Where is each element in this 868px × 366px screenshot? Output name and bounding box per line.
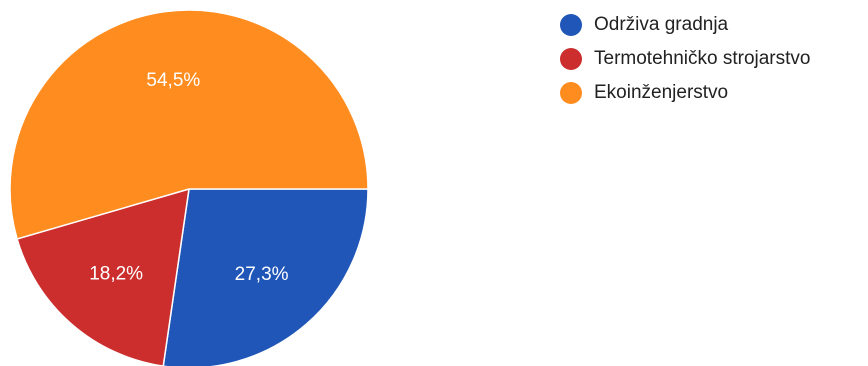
- legend-item: Termotehničko strojarstvo: [560, 42, 810, 76]
- legend-swatch: [560, 14, 582, 36]
- legend-item: Održiva gradnja: [560, 8, 810, 42]
- pie-value-labels: 27,3% 18,2% 54,5%: [89, 70, 288, 285]
- legend-item: Ekoinženjerstvo: [560, 76, 810, 110]
- legend-label: Ekoinženjerstvo: [594, 82, 729, 103]
- pie-slice-2: [16, 187, 190, 366]
- pie-value-label-3: 54,5%: [146, 70, 200, 91]
- legend-swatch: [560, 48, 582, 70]
- legend-swatch: [560, 82, 582, 104]
- pie-slice-3: [9, 9, 369, 240]
- legend-label: Održiva gradnja: [594, 14, 729, 35]
- legend-label: Termotehničko strojarstvo: [594, 48, 811, 69]
- pie-slice-1: [162, 188, 369, 366]
- pie-slices: [9, 9, 369, 366]
- chart-legend: Održiva gradnja Termotehničko strojarstvo…: [560, 8, 810, 110]
- pie-value-label-2: 18,2%: [89, 264, 143, 285]
- pie-value-label-1: 27,3%: [235, 264, 289, 285]
- pie-chart: 27,3% 18,2% 54,5%: [9, 9, 369, 366]
